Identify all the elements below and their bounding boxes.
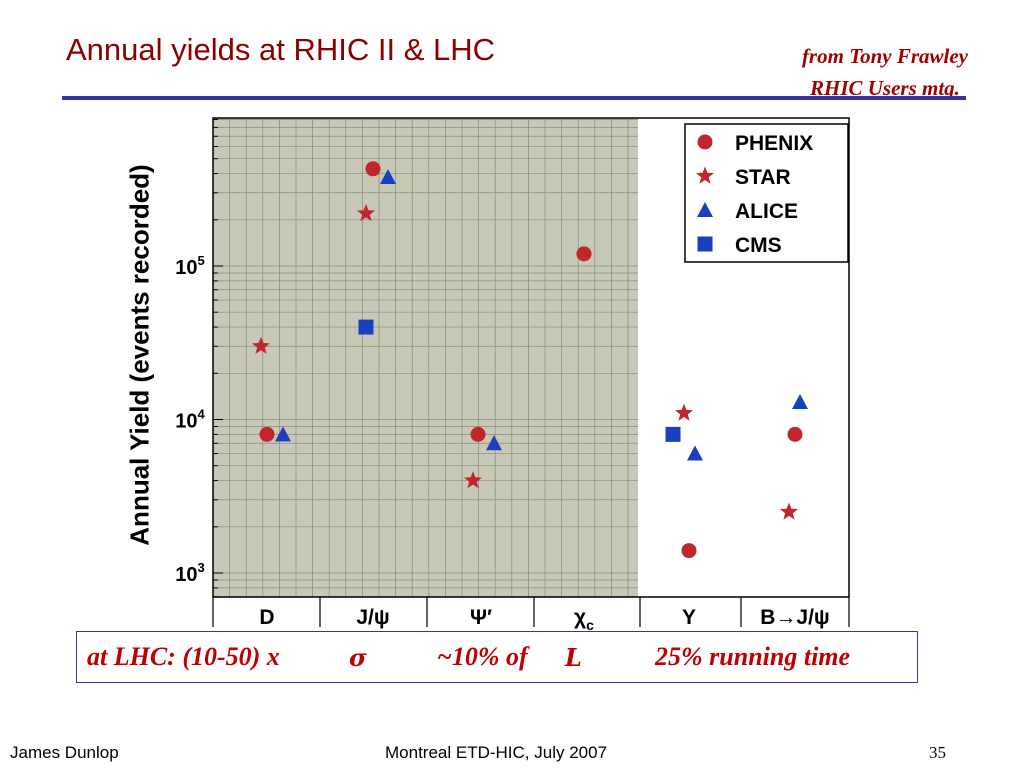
star-marker	[780, 502, 798, 520]
y-tick-label: 105	[175, 253, 204, 279]
phenix-marker	[787, 426, 803, 442]
legend-phenix-marker	[697, 134, 713, 150]
x-category-label: D	[259, 606, 274, 629]
legend-alice-label: ALICE	[735, 200, 798, 223]
star-marker	[357, 203, 375, 222]
yield-chart: 103 104 105 D J/ψ Ψ′ χc Υ B→J/ψ PHENIX STAR ALICE CM…	[175, 117, 850, 633]
star-marker	[675, 403, 693, 421]
plot-frame	[212, 117, 850, 598]
legend-alice-marker	[697, 202, 713, 217]
rhic-shaded-region	[213, 118, 638, 597]
note-part-3: 25% running time	[655, 642, 851, 671]
x-category-label: Υ	[682, 606, 696, 629]
alice-marker	[687, 445, 703, 461]
y-tick-label: 104	[175, 407, 205, 433]
cms-marker	[665, 426, 681, 442]
star-marker	[252, 336, 270, 354]
credit-note: from Tony Frawley RHIC Users mtg.	[802, 40, 968, 104]
x-category-label: J/ψ	[356, 606, 389, 629]
phenix-marker	[681, 543, 697, 559]
star-marker	[464, 471, 482, 489]
cms-marker	[358, 319, 374, 335]
page-number: 35	[929, 743, 946, 762]
note-sigma: σ	[349, 643, 367, 672]
y-tick-label: 103	[175, 560, 204, 586]
note-part-2: ~10% of	[437, 642, 528, 671]
y-axis-label: Annual Yield (events recorded)	[124, 164, 155, 546]
title-rule	[62, 96, 966, 100]
credit-line-1: from Tony Frawley	[801, 44, 968, 68]
phenix-marker	[576, 246, 592, 262]
x-category-label: χc	[574, 606, 594, 633]
note-part-1: at LHC: (10-50) x	[87, 642, 280, 671]
phenix-marker	[259, 426, 275, 442]
note-luminosity: L	[565, 643, 582, 672]
phenix-marker	[365, 161, 381, 177]
phenix-marker	[470, 426, 486, 442]
legend-star-marker	[696, 166, 714, 184]
slide-title: Annual yields at RHIC II & LHC	[66, 32, 496, 67]
lhc-note-box: at LHC: (10-50) x σ ~10% of L 25% runnin…	[76, 631, 918, 683]
alice-marker	[380, 169, 396, 185]
footer-author: James Dunlop	[10, 743, 119, 762]
x-category-label: B→J/ψ	[760, 606, 830, 629]
alice-marker	[486, 435, 502, 451]
legend-phenix-label: PHENIX	[735, 132, 813, 155]
legend-cms-label: CMS	[735, 234, 782, 257]
alice-marker	[792, 394, 808, 410]
x-category-label: Ψ′	[470, 606, 492, 629]
legend-star-label: STAR	[735, 166, 791, 189]
legend-cms-marker	[697, 236, 713, 252]
alice-marker	[275, 426, 291, 442]
footer-event: Montreal ETD-HIC, July 2007	[385, 743, 608, 762]
